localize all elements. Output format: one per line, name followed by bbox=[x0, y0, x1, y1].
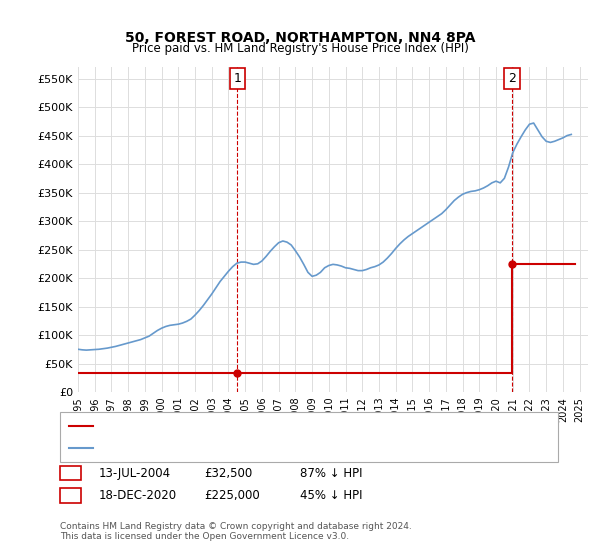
Text: 1: 1 bbox=[233, 72, 241, 85]
Text: Price paid vs. HM Land Registry's House Price Index (HPI): Price paid vs. HM Land Registry's House … bbox=[131, 42, 469, 55]
Text: 13-JUL-2004: 13-JUL-2004 bbox=[99, 466, 171, 480]
Text: 87% ↓ HPI: 87% ↓ HPI bbox=[300, 466, 362, 480]
Text: £32,500: £32,500 bbox=[204, 466, 252, 480]
Text: Contains HM Land Registry data © Crown copyright and database right 2024.
This d: Contains HM Land Registry data © Crown c… bbox=[60, 522, 412, 542]
Text: 18-DEC-2020: 18-DEC-2020 bbox=[99, 489, 177, 502]
Text: HPI: Average price, detached house, West Northamptonshire: HPI: Average price, detached house, West… bbox=[97, 443, 414, 453]
Text: 2: 2 bbox=[67, 489, 74, 502]
Text: 1: 1 bbox=[67, 466, 74, 480]
Text: 2: 2 bbox=[508, 72, 516, 85]
Text: 50, FOREST ROAD, NORTHAMPTON, NN4 8PA: 50, FOREST ROAD, NORTHAMPTON, NN4 8PA bbox=[125, 31, 475, 45]
Text: 50, FOREST ROAD, NORTHAMPTON, NN4 8PA (detached house): 50, FOREST ROAD, NORTHAMPTON, NN4 8PA (d… bbox=[97, 421, 425, 431]
Text: 45% ↓ HPI: 45% ↓ HPI bbox=[300, 489, 362, 502]
Text: £225,000: £225,000 bbox=[204, 489, 260, 502]
